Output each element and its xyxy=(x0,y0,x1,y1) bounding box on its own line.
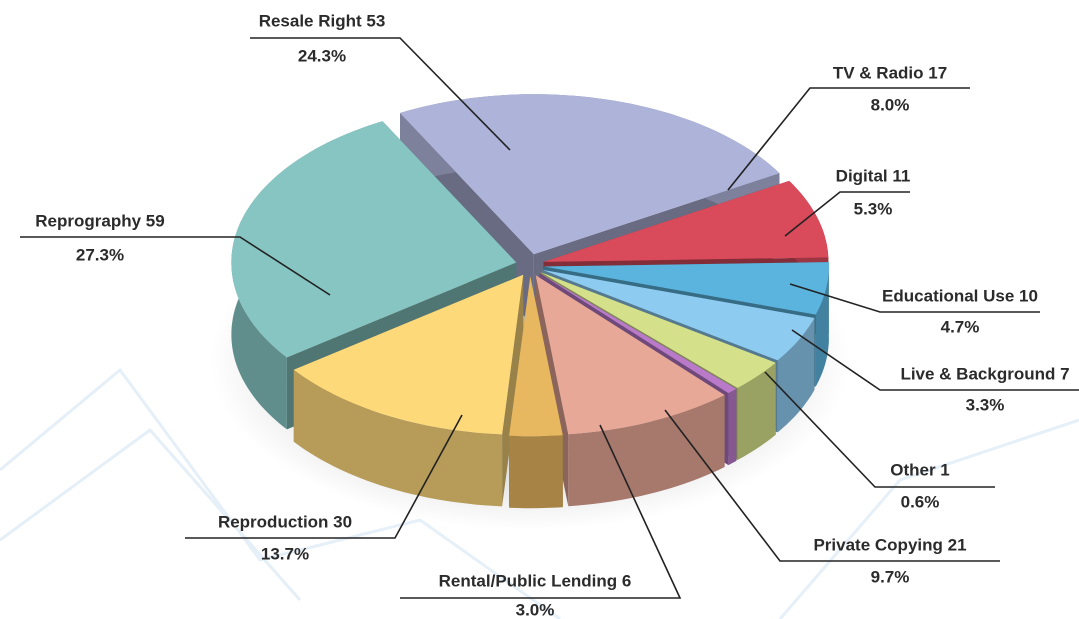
slice-value: 13.7% xyxy=(261,544,309,563)
slice-top xyxy=(543,180,829,262)
slice-top xyxy=(535,275,725,435)
slice-value: 0.6% xyxy=(901,492,940,511)
slice-label: Resale Right 53 xyxy=(259,11,386,30)
slice-label: Digital 11 xyxy=(836,166,911,185)
slice-top xyxy=(231,121,517,358)
leader-line xyxy=(664,409,1000,562)
slice xyxy=(535,275,725,507)
slice-label: Private Copying 21 xyxy=(813,535,966,554)
slice-label: Reproduction 30 xyxy=(218,512,352,531)
slice-wall xyxy=(815,262,829,387)
slice-value: 5.3% xyxy=(854,199,893,218)
slice-value: 3.3% xyxy=(966,395,1005,414)
leader-line xyxy=(727,87,970,191)
slice xyxy=(509,276,563,509)
leader-line xyxy=(789,283,1040,313)
slice-wall xyxy=(293,369,503,507)
slice-value: 24.3% xyxy=(298,46,346,65)
slice-value: 8.0% xyxy=(871,95,910,114)
slice-wall xyxy=(728,389,737,466)
slice-wall xyxy=(737,362,776,460)
labels: Resale Right 53 24.3% TV & Radio 17 8.0% Dig… xyxy=(20,11,1079,619)
leader-line xyxy=(20,236,331,296)
slice-top xyxy=(543,262,829,315)
leader-line xyxy=(250,37,511,151)
slice-label: Educational Use 10 xyxy=(882,286,1038,305)
leader-line xyxy=(764,371,995,488)
slice-label: Rental/Public Lending 6 xyxy=(439,571,632,590)
slice-top xyxy=(542,269,815,361)
slice-top xyxy=(539,273,737,394)
slice-value: 27.3% xyxy=(76,245,124,264)
slice-wall xyxy=(509,435,563,509)
slice xyxy=(293,274,524,507)
slice-value: 9.7% xyxy=(871,567,910,586)
leader-line xyxy=(185,414,463,539)
pie xyxy=(231,94,829,509)
leader-line xyxy=(784,191,910,237)
background-lines xyxy=(0,367,1079,619)
slice-wall xyxy=(777,318,815,433)
slice-label: Live & Background 7 xyxy=(900,364,1069,383)
slice-label: TV & Radio 17 xyxy=(833,63,947,82)
slice-top xyxy=(540,272,776,388)
slice-wall xyxy=(568,395,725,507)
slice-label: Reprography 59 xyxy=(35,211,164,230)
slice-label: Other 1 xyxy=(890,460,950,479)
leader-line xyxy=(791,329,1079,391)
leader-line xyxy=(400,424,682,599)
slice-top xyxy=(509,276,563,437)
slice-top xyxy=(293,274,524,435)
slice-value: 4.7% xyxy=(941,317,980,336)
slice-value: 3.0% xyxy=(516,600,555,619)
